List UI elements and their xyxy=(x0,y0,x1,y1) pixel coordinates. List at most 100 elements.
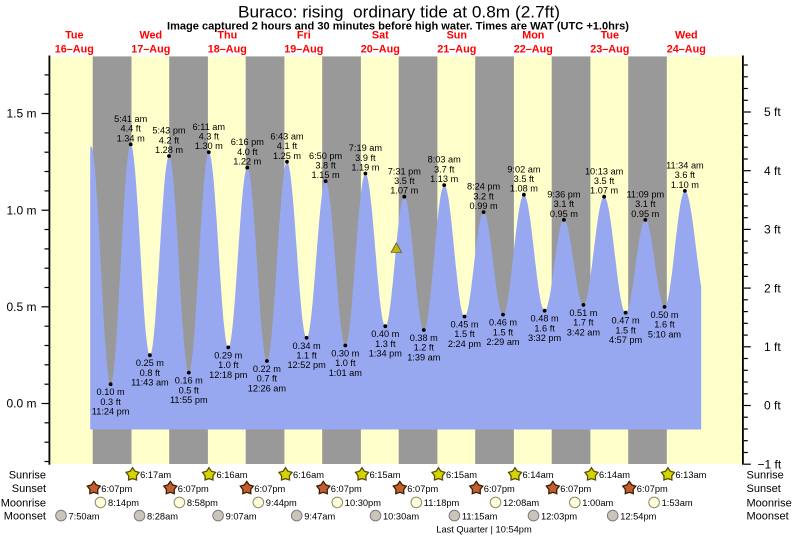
svg-text:3.8 ft: 3.8 ft xyxy=(315,161,336,171)
svg-text:0.30 m: 0.30 m xyxy=(331,349,359,359)
svg-text:0.16 m: 0.16 m xyxy=(175,376,203,386)
svg-text:0.40 m: 0.40 m xyxy=(371,329,399,339)
svg-text:1.5 ft: 1.5 ft xyxy=(493,327,514,337)
svg-text:4.3 ft: 4.3 ft xyxy=(199,132,220,142)
svg-text:1.0 m: 1.0 m xyxy=(6,203,36,217)
svg-text:8:28am: 8:28am xyxy=(147,511,178,521)
svg-text:4.4 ft: 4.4 ft xyxy=(120,124,141,134)
svg-text:0.3 ft: 0.3 ft xyxy=(100,397,121,407)
svg-text:1.5 m: 1.5 m xyxy=(6,107,36,121)
svg-text:3.1 ft: 3.1 ft xyxy=(635,199,656,209)
svg-text:Moonrise: Moonrise xyxy=(1,497,46,509)
svg-text:1.34 m: 1.34 m xyxy=(117,133,145,143)
svg-text:1:39 am: 1:39 am xyxy=(407,352,441,362)
svg-text:1.15 m: 1.15 m xyxy=(312,170,340,180)
svg-text:0.8 ft: 0.8 ft xyxy=(140,368,161,378)
svg-text:21–Aug: 21–Aug xyxy=(437,44,476,56)
svg-text:0.51 m: 0.51 m xyxy=(569,308,597,318)
svg-text:1:53am: 1:53am xyxy=(662,498,693,508)
svg-text:10:30pm: 10:30pm xyxy=(345,498,381,508)
svg-text:3 ft: 3 ft xyxy=(764,223,781,237)
svg-text:0.45 m: 0.45 m xyxy=(450,320,478,330)
svg-text:8:24 pm: 8:24 pm xyxy=(467,182,501,192)
svg-text:8:03 am: 8:03 am xyxy=(428,155,462,165)
svg-text:0.95 m: 0.95 m xyxy=(631,209,659,219)
svg-text:6:17am: 6:17am xyxy=(140,470,171,480)
svg-text:3.1 ft: 3.1 ft xyxy=(554,199,575,209)
svg-text:9:07am: 9:07am xyxy=(226,511,257,521)
svg-text:12:18 pm: 12:18 pm xyxy=(209,370,248,380)
svg-text:5:41 am: 5:41 am xyxy=(114,114,148,124)
svg-text:11:43 am: 11:43 am xyxy=(131,378,169,388)
svg-text:0.47 m: 0.47 m xyxy=(612,316,640,326)
svg-text:11:55 pm: 11:55 pm xyxy=(170,395,208,405)
svg-text:0 ft: 0 ft xyxy=(764,399,781,413)
svg-text:2:24 pm: 2:24 pm xyxy=(448,339,482,349)
svg-text:Sunrise: Sunrise xyxy=(747,470,784,482)
svg-text:10:13 am: 10:13 am xyxy=(585,166,624,176)
svg-text:1.22 m: 1.22 m xyxy=(233,157,261,167)
svg-text:0.48 m: 0.48 m xyxy=(531,314,559,324)
svg-text:3.2 ft: 3.2 ft xyxy=(473,191,494,201)
svg-text:12:03pm: 12:03pm xyxy=(541,511,577,521)
svg-text:24–Aug: 24–Aug xyxy=(667,44,706,56)
svg-text:Sun: Sun xyxy=(447,30,467,42)
svg-text:11:09 pm: 11:09 pm xyxy=(626,190,664,200)
svg-text:3.5 ft: 3.5 ft xyxy=(394,176,415,186)
svg-text:6:11 am: 6:11 am xyxy=(193,122,226,132)
svg-text:0.95 m: 0.95 m xyxy=(550,209,578,219)
svg-text:19–Aug: 19–Aug xyxy=(284,44,323,56)
svg-text:Sunset: Sunset xyxy=(12,483,46,495)
svg-text:3.5 ft: 3.5 ft xyxy=(514,174,535,184)
svg-text:Sunrise: Sunrise xyxy=(9,470,46,482)
svg-text:0.7 ft: 0.7 ft xyxy=(257,374,278,384)
svg-text:0.38 m: 0.38 m xyxy=(410,333,438,343)
svg-text:6:16am: 6:16am xyxy=(217,470,248,480)
svg-text:Image captured 2 hours and 30: Image captured 2 hours and 30 minutes be… xyxy=(167,21,629,33)
svg-text:8:14pm: 8:14pm xyxy=(108,498,139,508)
svg-text:1.13 m: 1.13 m xyxy=(430,174,458,184)
svg-text:4:57 pm: 4:57 pm xyxy=(609,335,643,345)
svg-text:7:19 am: 7:19 am xyxy=(349,143,383,153)
svg-text:1.6 ft: 1.6 ft xyxy=(654,320,675,330)
svg-text:7:50am: 7:50am xyxy=(69,511,100,521)
svg-text:6:16am: 6:16am xyxy=(293,470,324,480)
svg-text:1:01 am: 1:01 am xyxy=(329,368,363,378)
svg-text:4.0 ft: 4.0 ft xyxy=(237,147,258,157)
svg-text:5:10 am: 5:10 am xyxy=(648,329,682,339)
svg-text:Wed: Wed xyxy=(139,30,162,42)
svg-text:4.2 ft: 4.2 ft xyxy=(159,135,180,145)
svg-text:11:34 am: 11:34 am xyxy=(666,161,704,171)
svg-text:1.07 m: 1.07 m xyxy=(590,186,618,196)
svg-text:0.25 m: 0.25 m xyxy=(136,358,164,368)
svg-text:5:43 pm: 5:43 pm xyxy=(152,126,186,136)
svg-text:Sunset: Sunset xyxy=(747,483,781,495)
svg-text:1.25 m: 1.25 m xyxy=(273,151,301,161)
svg-text:23–Aug: 23–Aug xyxy=(590,44,629,56)
svg-text:17–Aug: 17–Aug xyxy=(131,44,170,56)
svg-text:−1 ft: −1 ft xyxy=(758,457,782,471)
svg-text:1.7 ft: 1.7 ft xyxy=(573,318,594,328)
svg-text:5 ft: 5 ft xyxy=(764,105,781,119)
svg-text:Buraco: rising ordinary tide: Buraco: rising ordinary tide at 0.8m (2.… xyxy=(238,4,560,22)
svg-text:7:31 pm: 7:31 pm xyxy=(388,166,422,176)
svg-text:1.10 m: 1.10 m xyxy=(671,180,699,190)
svg-text:2:29 am: 2:29 am xyxy=(486,337,520,347)
svg-text:4.1 ft: 4.1 ft xyxy=(277,141,298,151)
svg-text:9:36 pm: 9:36 pm xyxy=(547,190,581,200)
svg-text:16–Aug: 16–Aug xyxy=(55,44,94,56)
svg-text:8:58pm: 8:58pm xyxy=(187,498,218,508)
svg-text:22–Aug: 22–Aug xyxy=(514,44,553,56)
svg-text:6:14am: 6:14am xyxy=(523,470,554,480)
svg-text:6:15am: 6:15am xyxy=(370,470,401,480)
svg-text:3.7 ft: 3.7 ft xyxy=(434,164,455,174)
svg-text:Moonset: Moonset xyxy=(4,511,46,523)
svg-text:4 ft: 4 ft xyxy=(764,164,781,178)
svg-text:Moonset: Moonset xyxy=(747,511,789,523)
svg-text:1.07 m: 1.07 m xyxy=(390,186,418,196)
svg-text:6:16 pm: 6:16 pm xyxy=(231,137,265,147)
svg-text:6:14am: 6:14am xyxy=(599,470,630,480)
svg-text:1.28 m: 1.28 m xyxy=(155,145,183,155)
svg-text:Thu: Thu xyxy=(217,30,237,42)
svg-text:6:07pm: 6:07pm xyxy=(254,484,285,494)
